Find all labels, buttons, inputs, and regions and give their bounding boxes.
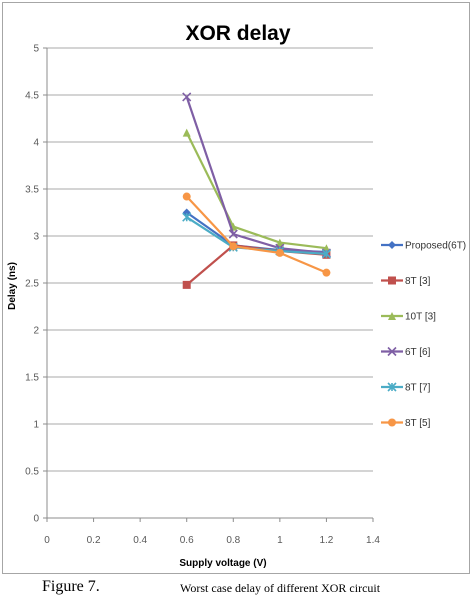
data-point — [182, 192, 191, 201]
data-point — [182, 212, 192, 222]
y-tick-label: 2.5 — [25, 279, 39, 290]
x-tick-label: 0.4 — [133, 535, 147, 546]
data-point — [322, 268, 331, 277]
x-axis-label: Supply voltage (V) — [179, 558, 266, 569]
series-3 — [182, 92, 331, 258]
legend-entry: 10T [3] — [381, 312, 436, 323]
legend-label: 8T [7] — [405, 383, 431, 394]
legend-label: 8T [5] — [405, 418, 431, 429]
y-tick-label: 2 — [33, 326, 39, 337]
caption-text: Worst case delay of different XOR circui… — [180, 581, 381, 595]
legend-label: 8T [3] — [405, 276, 431, 287]
legend-label: 10T [3] — [405, 312, 436, 323]
data-point — [228, 229, 238, 239]
data-point — [182, 128, 191, 137]
axes — [43, 47, 374, 522]
x-tick-label: 0.8 — [226, 535, 240, 546]
legend-label: Proposed(6T) — [405, 241, 466, 252]
y-tick-label: 4.5 — [25, 91, 39, 102]
legend-marker — [388, 276, 396, 285]
tick-labels: 0 0.5 1 1.5 2 2.5 3 3.5 4 4.5 5 0 0.2 0.4 0.6 0.8 1 1.2 1.… — [25, 44, 380, 547]
figure-caption: Figure 7. Worst case delay of different … — [0, 576, 474, 601]
legend-marker — [387, 346, 397, 357]
y-tick-label: 5 — [33, 44, 39, 55]
data-point — [275, 248, 284, 257]
legend-marker — [388, 418, 396, 427]
y-tick-label: 3.5 — [25, 185, 39, 196]
legend-entry: 6T [6] — [381, 346, 431, 358]
legend-entry: 8T [3] — [381, 276, 431, 287]
legend-label: 6T [6] — [405, 347, 431, 358]
y-tick-label: 4 — [33, 138, 39, 149]
legend-marker — [388, 312, 396, 320]
series-line — [185, 195, 327, 274]
y-tick-label: 0.5 — [25, 467, 39, 478]
legend-marker — [388, 241, 396, 249]
data-point — [229, 242, 238, 251]
series-line — [185, 132, 327, 250]
data-point — [182, 280, 191, 289]
xor-delay-chart: 0 0.5 1 1.5 2 2.5 3 3.5 4 4.5 5 0 0.2 0.4 0.6 0.8 1 1.2 1.… — [7, 22, 466, 569]
series-lines — [182, 92, 331, 289]
x-tick-label: 1 — [277, 535, 283, 546]
legend-entry: Proposed(6T) — [381, 241, 466, 252]
y-tick-label: 0 — [33, 514, 39, 525]
chart-title: XOR delay — [185, 22, 290, 45]
legend-entry: 8T [5] — [381, 418, 431, 429]
y-tick-label: 1 — [33, 420, 39, 431]
y-tick-label: 3 — [33, 232, 39, 243]
x-tick-label: 1.4 — [366, 535, 380, 546]
series-5 — [182, 192, 331, 277]
legend-entry: 8T [7] — [381, 382, 431, 394]
x-tick-label: 0.6 — [180, 535, 194, 546]
gridlines — [47, 47, 373, 472]
x-tick-label: 0 — [44, 535, 50, 546]
data-point — [182, 92, 192, 102]
chart-frame: 0 0.5 1 1.5 2 2.5 3 3.5 4 4.5 5 0 0.2 0.4 0.6 0.8 1 1.2 1.… — [2, 2, 470, 574]
y-axis-label: Delay (ns) — [7, 262, 18, 310]
data-point — [275, 238, 284, 247]
caption-label: Figure 7. — [42, 578, 100, 595]
legend-marker — [387, 382, 397, 392]
series-line — [185, 96, 327, 255]
y-tick-label: 1.5 — [25, 373, 39, 384]
legend: Proposed(6T) 8T [3] 10T [3] 6T [6] 8T [7] 8T … — [381, 241, 466, 429]
x-tick-label: 1.2 — [319, 535, 333, 546]
x-tick-label: 0.2 — [87, 535, 101, 546]
data-point — [321, 249, 331, 259]
